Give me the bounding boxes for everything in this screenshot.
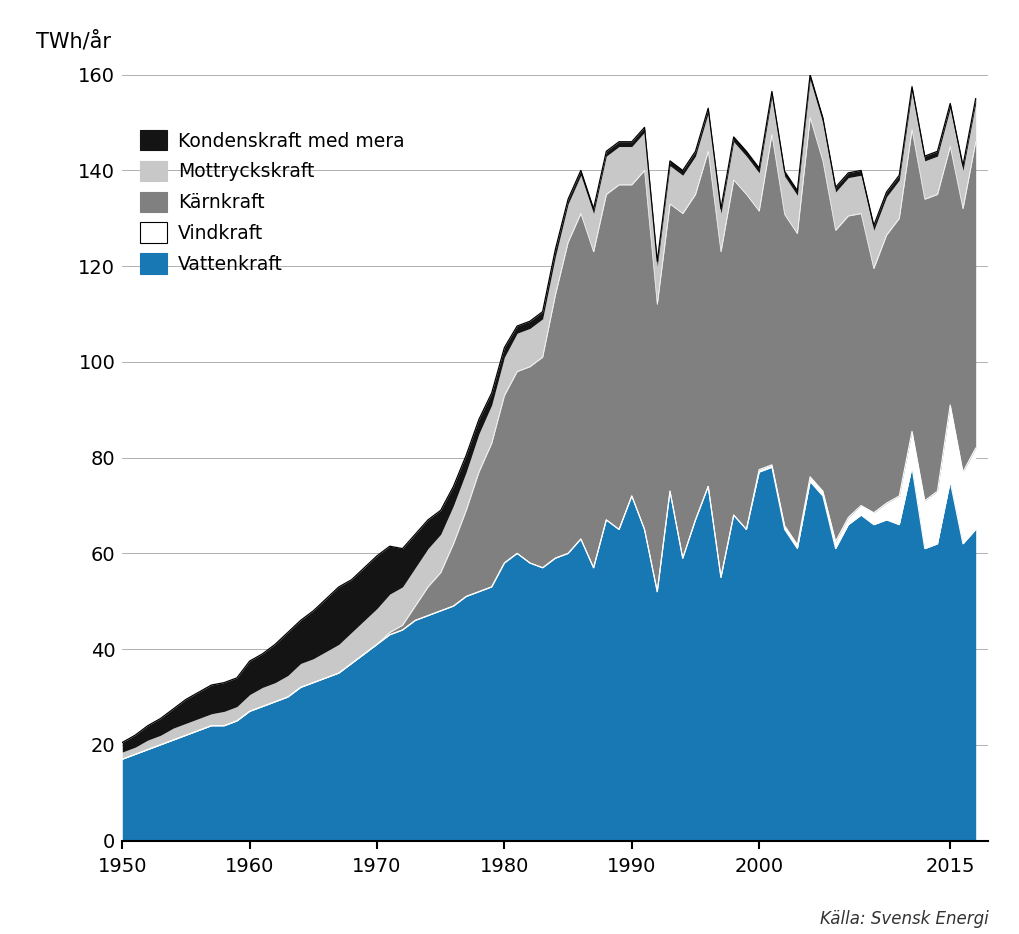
- Text: Källa: Svensk Energi: Källa: Svensk Energi: [819, 910, 988, 927]
- Legend: Kondenskraft med mera, Mottryckskraft, Kärnkraft, Vindkraft, Vattenkraft: Kondenskraft med mera, Mottryckskraft, K…: [141, 130, 405, 274]
- Text: TWh/år: TWh/år: [36, 31, 111, 51]
